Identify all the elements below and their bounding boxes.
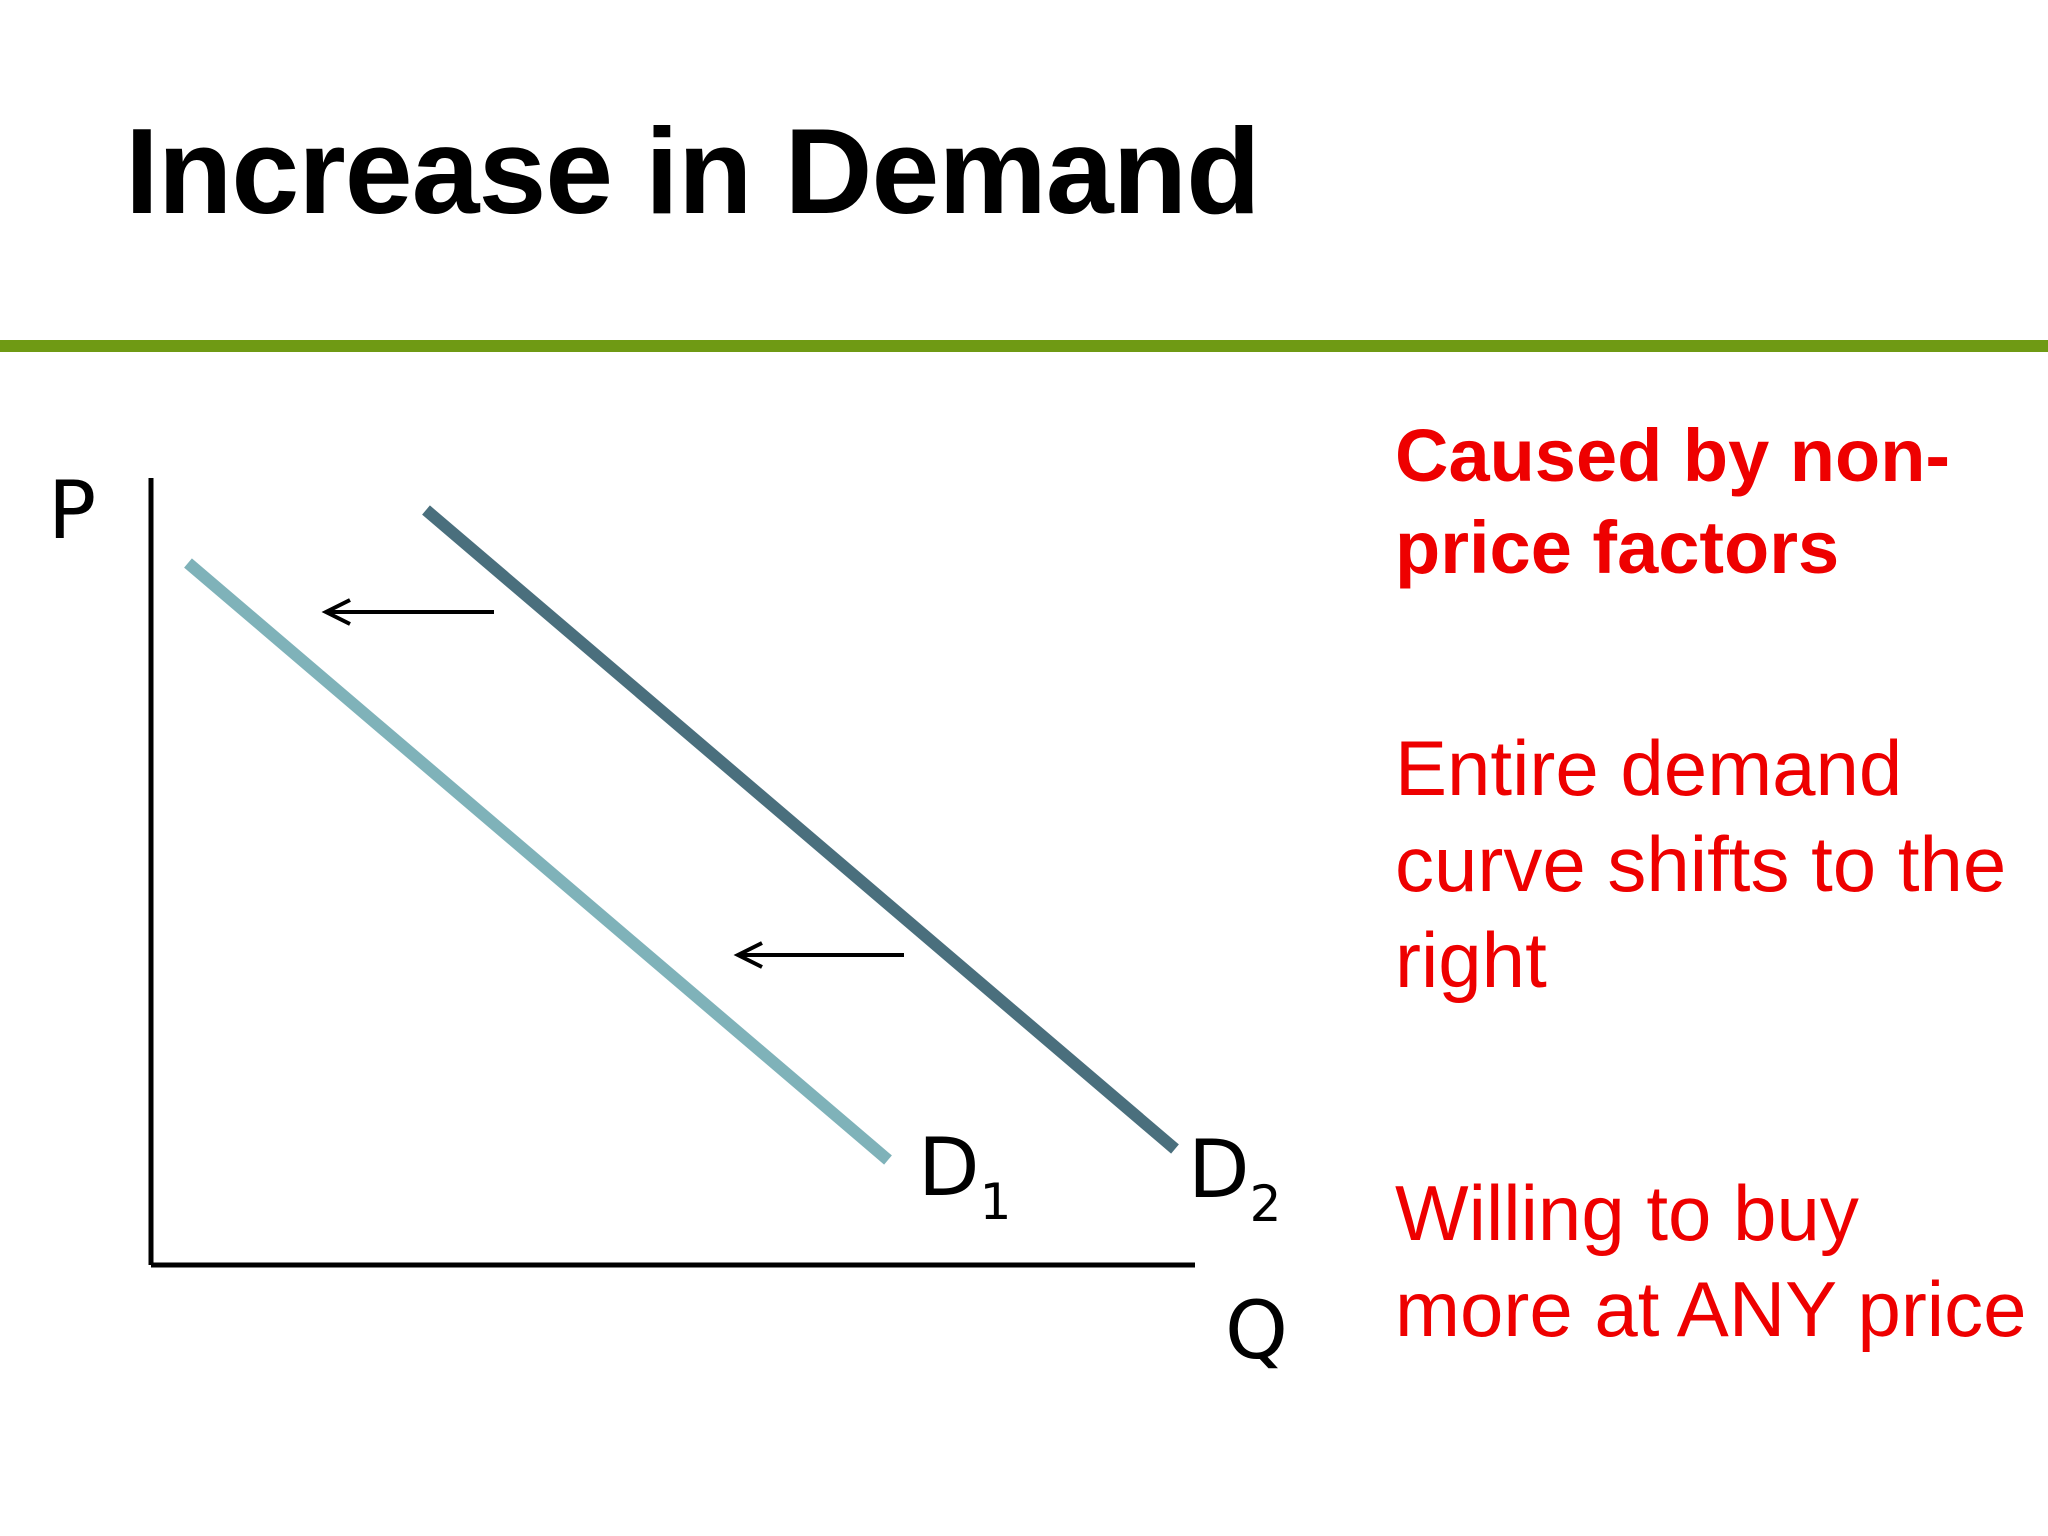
note-shift: Entire demand curve shifts to the right xyxy=(1395,724,2007,1004)
note-cause: Caused by non-price factors xyxy=(1395,414,1951,589)
demand-curve-d1-label: D1 xyxy=(918,1121,1011,1231)
slide-title: Increase in Demand xyxy=(125,103,1261,239)
shift-arrow-upper xyxy=(321,598,494,626)
d1-letter: D xyxy=(918,1121,980,1214)
shift-arrow-lower xyxy=(733,941,904,969)
title-divider xyxy=(0,340,2048,352)
note-willingness: Willing to buy more at ANY price xyxy=(1395,1169,2027,1353)
d2-subscript: 2 xyxy=(1250,1175,1282,1233)
demand-curve-d2 xyxy=(422,505,1179,1154)
d1-subscript: 1 xyxy=(980,1173,1012,1231)
d2-letter: D xyxy=(1188,1123,1250,1216)
x-axis-label: Q xyxy=(1225,1284,1288,1377)
demand-curve-d2-label: D2 xyxy=(1188,1123,1281,1233)
demand-curve-d1 xyxy=(184,558,892,1165)
y-axis-label: P xyxy=(48,464,96,557)
